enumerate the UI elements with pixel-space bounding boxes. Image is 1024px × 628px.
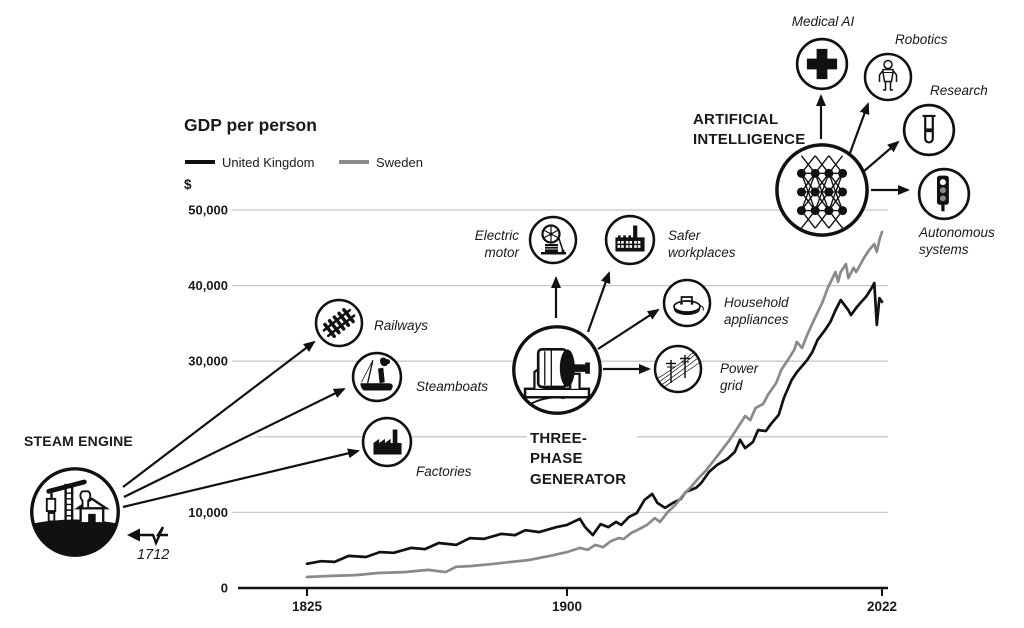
arrow-generator-to-household-appliances <box>597 308 660 350</box>
test-tube-icon <box>902 103 956 157</box>
traffic-light-icon <box>917 167 971 221</box>
railways-label: Railways <box>374 318 429 333</box>
x-tick-label: 1900 <box>552 599 582 614</box>
series-lines <box>305 230 884 579</box>
connector-arrows <box>122 94 910 509</box>
y-tick-label: 50,000 <box>188 203 228 218</box>
generator-label: THREE-PHASE GENERATOR <box>527 428 637 491</box>
steam-engine-year: 1712 <box>137 547 170 563</box>
legend-label-uk: United Kingdom <box>222 155 315 170</box>
y-tick-label: 0 <box>221 581 228 596</box>
factory-icon <box>361 416 413 468</box>
legend-label-sweden: Sweden <box>376 155 423 170</box>
steamboats-label: Steamboats <box>416 379 489 394</box>
arrow-steam-to-railways <box>122 340 316 488</box>
arrow-generator-to-safer-workplaces <box>586 271 611 333</box>
steam-engine-label: STEAM ENGINE <box>24 433 133 449</box>
arrow-steam-to-factories <box>122 448 360 509</box>
clothes-iron-icon <box>662 278 712 328</box>
chart-title: GDP per person <box>184 115 317 135</box>
y-tick-label: 10,000 <box>188 505 228 520</box>
power-lines-icon <box>653 344 703 394</box>
ai-label: ARTIFICIAL INTELLIGENCE <box>693 111 806 149</box>
axes: 0 10,000 30,000 40,000 50,000 1825 1900 2022 <box>188 203 897 615</box>
railway-track-icon <box>314 298 364 348</box>
household-appliances-label: Household appliances <box>724 295 789 328</box>
research-label: Research <box>930 83 988 98</box>
generator-icon <box>512 325 602 415</box>
arrow-ai-to-robotics <box>848 102 870 154</box>
factories-label: Factories <box>416 464 472 479</box>
legend-swatch-uk <box>185 160 215 164</box>
safer-workplaces-label: Safer workplaces <box>668 228 736 261</box>
arrow-ai-to-research <box>862 140 900 173</box>
autonomous-systems-label: Autonomous systems <box>919 225 995 258</box>
arrow-steam-to-steamboats <box>123 388 346 498</box>
power-grid-label: Power grid <box>720 361 759 394</box>
medical-cross-icon <box>795 37 849 91</box>
robot-icon <box>863 52 913 102</box>
robotics-label: Robotics <box>895 32 948 47</box>
medical-ai-label: Medical AI <box>791 14 855 29</box>
line-sweden <box>305 230 884 579</box>
electric-motor-label: Electric motor <box>474 228 519 261</box>
neural-network-icon <box>775 143 869 237</box>
steamboat-icon <box>351 351 403 403</box>
factory-windows-icon <box>604 214 656 266</box>
era-break-arrow-icon <box>127 526 168 546</box>
legend-swatch-sweden <box>339 160 369 164</box>
y-tick-label: 40,000 <box>188 278 228 293</box>
electric-motor-icon <box>528 215 578 265</box>
x-tick-label: 1825 <box>292 599 323 614</box>
currency-label: $ <box>184 177 192 192</box>
x-tick-label: 2022 <box>867 599 897 614</box>
y-tick-label: 30,000 <box>188 354 228 369</box>
steam-engine-icon <box>30 467 120 557</box>
